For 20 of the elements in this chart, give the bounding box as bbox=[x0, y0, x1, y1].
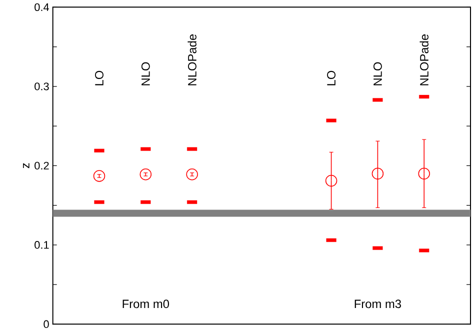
point bbox=[418, 168, 430, 180]
annotation: From m3 bbox=[354, 300, 401, 308]
y-tick-label: 0 bbox=[44, 320, 49, 328]
x-tick-label: NLOPade bbox=[420, 34, 428, 86]
y-tick-label: 0.3 bbox=[34, 82, 49, 90]
x-tick-label: NLO bbox=[141, 62, 150, 86]
y-tick-label: 0.1 bbox=[34, 241, 49, 249]
x-tick-label: LO bbox=[95, 70, 104, 86]
point bbox=[186, 168, 198, 180]
point bbox=[372, 168, 384, 180]
x-tick-label: NLOPade bbox=[188, 34, 196, 86]
x-tick-label: LO bbox=[327, 70, 336, 86]
point bbox=[93, 170, 106, 182]
y-axis-title: z bbox=[23, 163, 30, 168]
annotation: From m0 bbox=[122, 300, 170, 308]
y-tick-label: 0.2 bbox=[34, 162, 49, 170]
y-tick-label: 0.4 bbox=[34, 3, 49, 11]
point bbox=[140, 168, 152, 180]
x-tick-label: NLO bbox=[373, 62, 382, 86]
point bbox=[325, 174, 338, 187]
